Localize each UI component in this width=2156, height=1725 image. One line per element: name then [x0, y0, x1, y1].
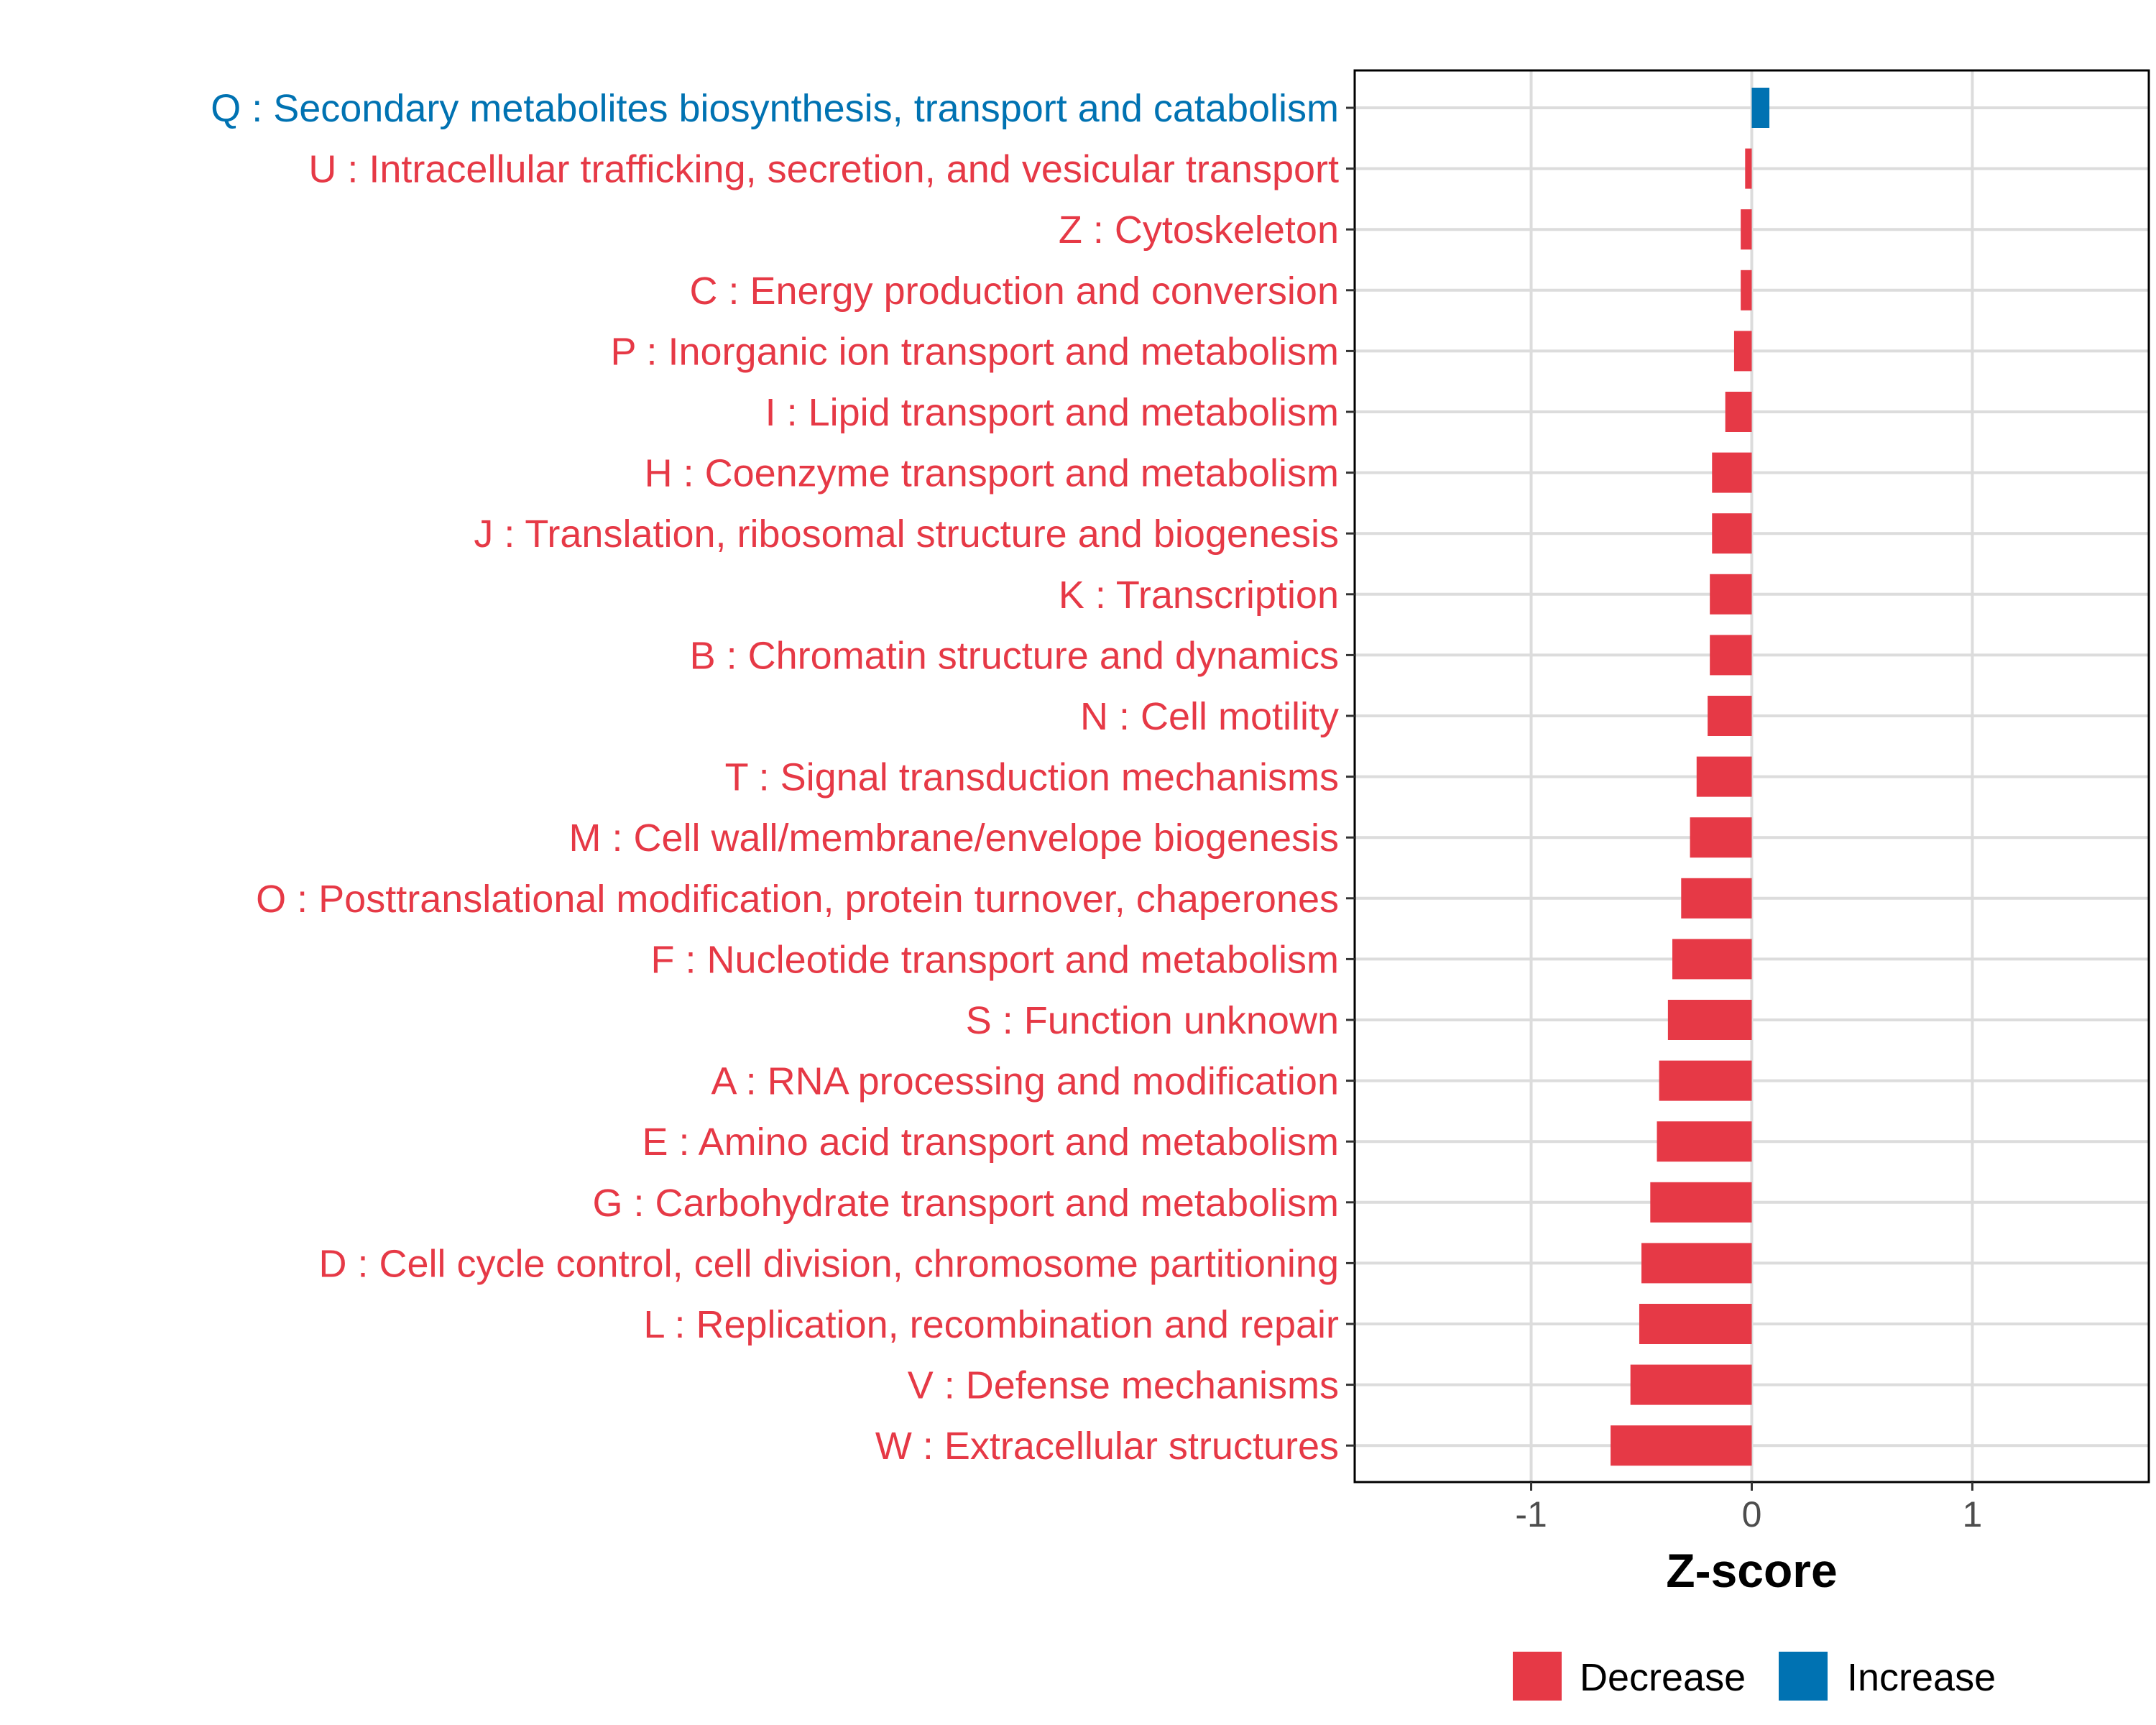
- legend-label: Decrease: [1580, 1656, 1746, 1699]
- category-label: W : Extracellular structures: [875, 1425, 1339, 1468]
- bar: [1690, 817, 1752, 858]
- category-label: P : Inorganic ion transport and metaboli…: [610, 330, 1339, 373]
- legend-swatch: [1779, 1652, 1828, 1701]
- bar: [1630, 1364, 1752, 1405]
- bar: [1725, 392, 1752, 432]
- bar: [1708, 696, 1752, 736]
- category-label: M : Cell wall/membrane/envelope biogenes…: [568, 816, 1339, 860]
- bars: [1611, 88, 1770, 1466]
- bar: [1672, 939, 1752, 980]
- category-label: F : Nucleotide transport and metabolism: [651, 938, 1339, 981]
- bar: [1650, 1182, 1752, 1223]
- category-label: I : Lipid transport and metabolism: [765, 391, 1339, 434]
- category-label: E : Amino acid transport and metabolism: [642, 1121, 1339, 1164]
- category-label: C : Energy production and conversion: [689, 270, 1339, 313]
- category-label: H : Coenzyme transport and metabolism: [645, 452, 1339, 495]
- category-label: O : Posttranslational modification, prot…: [256, 878, 1339, 921]
- category-label: J : Translation, ribosomal structure and…: [474, 512, 1339, 556]
- bar: [1712, 452, 1752, 493]
- bar: [1741, 270, 1752, 310]
- x-axis-title: Z-score: [1666, 1544, 1837, 1597]
- category-label: G : Carbohydrate transport and metabolis…: [593, 1182, 1340, 1225]
- x-tick-label: -1: [1515, 1494, 1547, 1535]
- bar: [1641, 1243, 1752, 1284]
- legend-swatch: [1513, 1652, 1562, 1701]
- bar: [1681, 878, 1752, 919]
- bar: [1745, 148, 1752, 189]
- category-label: D : Cell cycle control, cell division, c…: [318, 1242, 1339, 1285]
- category-labels: Q : Secondary metabolites biosynthesis, …: [211, 87, 1339, 1468]
- category-label: Z : Cytoskeleton: [1059, 208, 1339, 252]
- bar: [1710, 574, 1752, 615]
- x-tick-label: 1: [1963, 1494, 1983, 1535]
- category-label: L : Replication, recombination and repai…: [643, 1303, 1339, 1346]
- category-label: V : Defense mechanisms: [908, 1364, 1339, 1407]
- x-axis-ticks: -1 0 1: [1515, 1482, 1982, 1535]
- bar: [1741, 209, 1752, 250]
- bar: [1657, 1121, 1752, 1162]
- bar: [1712, 513, 1752, 554]
- category-label: B : Chromatin structure and dynamics: [690, 634, 1339, 677]
- bar: [1659, 1060, 1752, 1101]
- bar: [1667, 1000, 1752, 1040]
- category-label: N : Cell motility: [1080, 695, 1339, 738]
- category-label: T : Signal transduction mechanisms: [725, 756, 1339, 799]
- bar: [1639, 1304, 1752, 1344]
- x-tick-label: 0: [1742, 1494, 1762, 1535]
- y-axis-ticks: [1346, 106, 1355, 1447]
- bar: [1710, 635, 1752, 676]
- category-label: U : Intracellular trafficking, secretion…: [308, 148, 1339, 191]
- category-label: Q : Secondary metabolites biosynthesis, …: [211, 87, 1339, 130]
- category-label: K : Transcription: [1059, 574, 1339, 617]
- bar: [1611, 1425, 1752, 1466]
- category-label: S : Function unknown: [966, 999, 1339, 1042]
- legend: Decrease Increase: [1513, 1652, 1996, 1701]
- bar: [1733, 331, 1752, 372]
- bar: [1751, 88, 1770, 128]
- bar: [1696, 756, 1752, 797]
- legend-label: Increase: [1847, 1656, 1996, 1699]
- category-label: A : RNA processing and modification: [711, 1060, 1339, 1103]
